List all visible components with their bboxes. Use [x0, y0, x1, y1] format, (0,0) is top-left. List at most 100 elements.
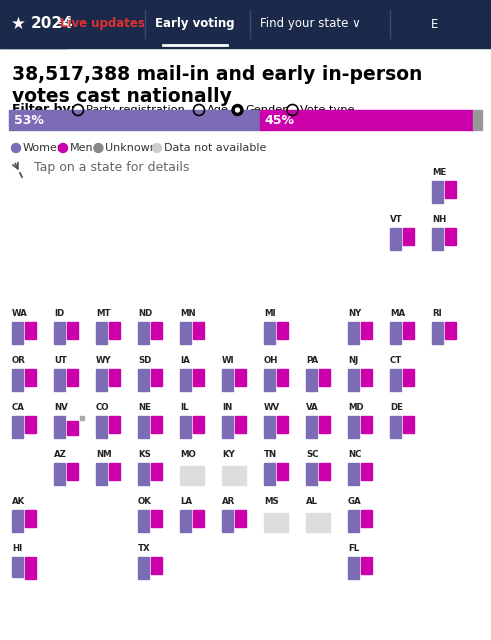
Bar [348, 369, 359, 391]
Text: TN: TN [264, 450, 277, 459]
Text: NH: NH [432, 215, 446, 224]
Bar [277, 416, 288, 433]
Bar [264, 322, 275, 344]
Bar [67, 463, 78, 480]
Bar [180, 466, 204, 485]
Bar [403, 228, 414, 245]
Bar [25, 322, 36, 339]
Bar [319, 369, 330, 386]
Bar [138, 416, 149, 438]
Circle shape [232, 104, 243, 115]
Text: Live updates: Live updates [59, 17, 144, 31]
Text: IL: IL [180, 403, 189, 412]
Bar [390, 322, 401, 344]
Bar [180, 510, 191, 532]
Bar [264, 463, 275, 485]
Bar [193, 369, 204, 386]
Text: WY: WY [96, 356, 111, 365]
Bar [260, 110, 472, 130]
Text: NE: NE [138, 403, 151, 412]
Bar [12, 510, 23, 532]
Text: ID: ID [54, 309, 64, 318]
Bar [151, 557, 162, 574]
Bar [67, 421, 78, 435]
Text: TX: TX [138, 544, 151, 553]
Text: DE: DE [390, 403, 403, 412]
Bar [138, 369, 149, 391]
Text: Gender: Gender [246, 105, 288, 115]
Bar [403, 369, 414, 386]
Text: ME: ME [432, 168, 446, 177]
Bar [445, 181, 456, 198]
Text: ★: ★ [11, 15, 26, 33]
Bar [151, 416, 162, 433]
Bar [348, 557, 359, 579]
Bar [361, 510, 372, 527]
Text: 53%: 53% [14, 113, 44, 127]
Bar [361, 322, 372, 339]
Text: MD: MD [348, 403, 364, 412]
Bar [25, 416, 36, 433]
Text: NC: NC [348, 450, 361, 459]
Bar [306, 416, 317, 438]
Text: Find your state ∨: Find your state ∨ [260, 17, 360, 31]
Bar [54, 463, 65, 485]
Bar [390, 369, 401, 391]
Text: AZ: AZ [54, 450, 67, 459]
Bar [138, 463, 149, 485]
Bar [96, 369, 107, 391]
Bar [138, 322, 149, 344]
Text: Tap on a state for details: Tap on a state for details [34, 161, 190, 175]
Bar [235, 510, 246, 527]
Bar [151, 322, 162, 339]
Text: NY: NY [348, 309, 361, 318]
Circle shape [58, 143, 67, 152]
Text: IN: IN [222, 403, 232, 412]
Bar [54, 416, 65, 438]
Bar [54, 322, 65, 344]
Bar [25, 369, 36, 386]
Bar [0, 0, 68, 48]
Text: FL: FL [348, 544, 359, 553]
Bar [151, 510, 162, 527]
Text: MS: MS [264, 497, 279, 506]
Bar [109, 463, 120, 480]
Circle shape [11, 143, 21, 152]
Text: KS: KS [138, 450, 151, 459]
Bar [151, 463, 162, 480]
Circle shape [94, 143, 103, 152]
Text: votes cast nationally: votes cast nationally [12, 87, 232, 106]
Bar [180, 322, 191, 344]
Bar [361, 557, 372, 574]
Bar [222, 416, 233, 438]
Text: 2024: 2024 [31, 17, 74, 31]
Text: IA: IA [180, 356, 190, 365]
Text: CA: CA [12, 403, 25, 412]
Bar [432, 181, 443, 203]
Bar [9, 110, 260, 130]
Bar [96, 463, 107, 485]
Text: CT: CT [390, 356, 402, 365]
Bar [193, 510, 204, 527]
Bar [348, 510, 359, 532]
Text: Party registration: Party registration [86, 105, 185, 115]
Text: SD: SD [138, 356, 151, 365]
Text: Early voting: Early voting [155, 17, 235, 31]
Bar [235, 416, 246, 433]
Text: NV: NV [54, 403, 68, 412]
Bar [222, 510, 233, 532]
Bar [0, 0, 491, 48]
Text: LA: LA [180, 497, 192, 506]
Bar [306, 369, 317, 391]
Text: Unknown: Unknown [106, 143, 157, 153]
Text: OH: OH [264, 356, 278, 365]
Bar [138, 510, 149, 532]
Bar [109, 416, 120, 433]
Text: ND: ND [138, 309, 152, 318]
Bar [151, 369, 162, 386]
Bar [25, 557, 36, 579]
Text: PA: PA [306, 356, 318, 365]
Circle shape [236, 108, 240, 112]
Bar [403, 322, 414, 339]
Text: RI: RI [432, 309, 442, 318]
